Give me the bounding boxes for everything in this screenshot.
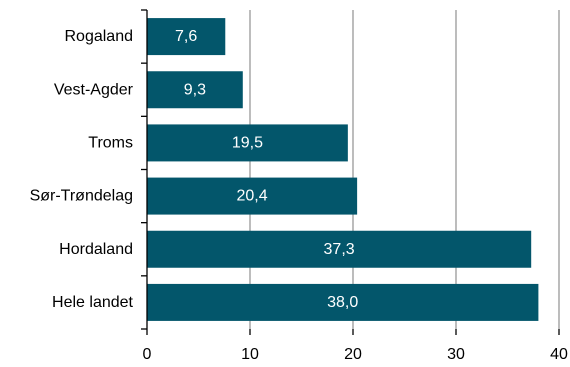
category-label: Hele landet: [52, 294, 134, 311]
category-label: Sør-Trøndelag: [30, 188, 133, 205]
bar-1: [147, 71, 243, 109]
data-label: 20,4: [236, 188, 267, 205]
data-label: 38,0: [327, 294, 358, 311]
category-label: Rogaland: [65, 28, 134, 45]
data-label: 37,3: [324, 241, 355, 258]
bar-0: [147, 18, 226, 56]
data-label: 9,3: [184, 81, 206, 98]
data-label: 7,6: [175, 28, 197, 45]
category-label: Hordaland: [59, 241, 133, 258]
category-label: Vest-Agder: [54, 81, 134, 98]
x-tick-label: 10: [241, 346, 259, 363]
x-tick-label: 40: [550, 346, 568, 363]
category-label: Troms: [88, 134, 133, 151]
bar-3: [147, 177, 358, 215]
bar-5: [147, 283, 539, 321]
x-tick-label: 0: [143, 346, 152, 363]
x-tick-label: 30: [447, 346, 465, 363]
x-tick-label: 20: [344, 346, 362, 363]
data-label: 19,5: [232, 134, 263, 151]
bar-2: [147, 124, 348, 162]
bar-4: [147, 230, 532, 268]
